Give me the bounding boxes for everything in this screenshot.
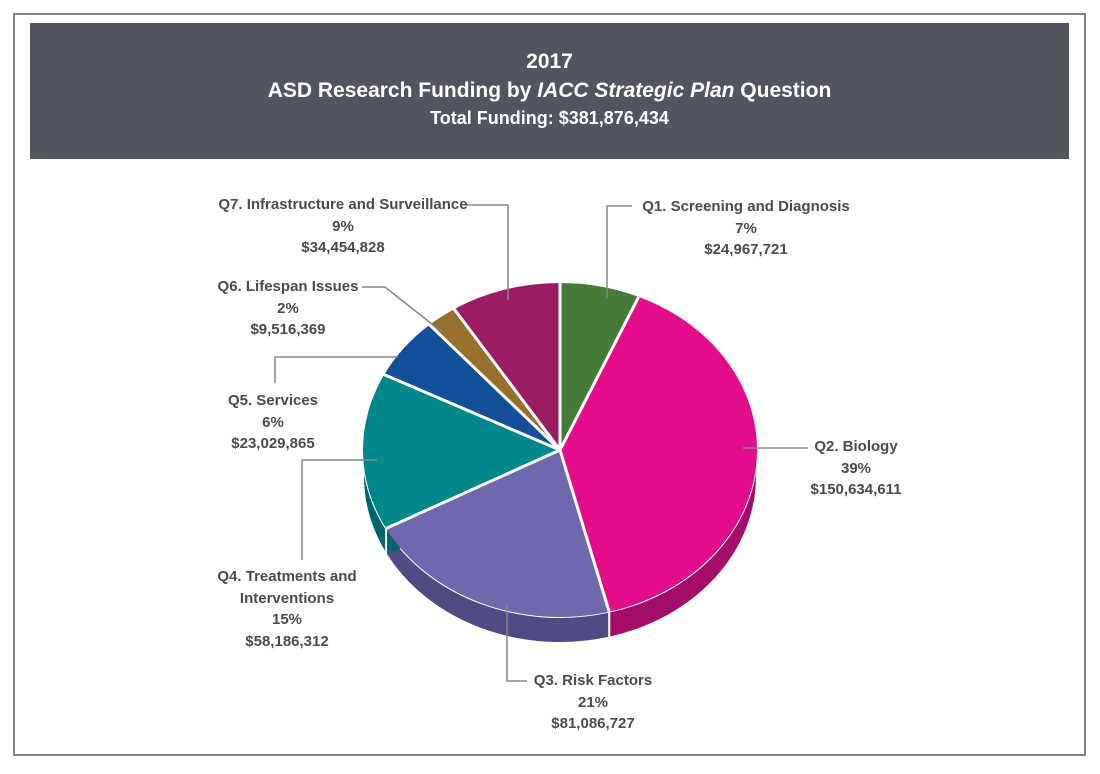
pie-slice-2 <box>560 296 758 612</box>
leader-line-q7 <box>465 204 509 300</box>
page-border <box>13 13 1086 756</box>
pie-slice-4 <box>363 374 560 529</box>
pie-slice-1 <box>560 283 639 450</box>
leader-line-q3 <box>506 605 527 682</box>
slice-label-q3: Q3. Risk Factors 21% $81,086,727 <box>493 670 693 735</box>
slice-label-q4: Q4. Treatments and Interventions 15% $58… <box>200 566 375 652</box>
slice-percent: 6% <box>262 413 284 431</box>
total-funding: Total Funding: $381,876,434 <box>430 108 669 128</box>
slice-gap-line <box>558 449 611 613</box>
slice-percent: 2% <box>277 299 299 317</box>
slice-label-q6: Q6. Lifespan Issues 2% $9,516,369 <box>178 276 398 341</box>
slice-percent: 7% <box>735 219 757 237</box>
pie-slice-3 <box>386 450 610 617</box>
chart-header: 2017 ASD Research Funding by IACC Strate… <box>30 23 1069 159</box>
slice-percent: 39% <box>840 459 872 477</box>
slice-amount: $24,967,721 <box>704 241 788 258</box>
slice-amount: $9,516,369 <box>250 321 326 338</box>
slice-amount: $58,186,312 <box>245 632 329 650</box>
title-italic: IACC Strategic Plan <box>537 79 735 102</box>
slice-gap-line <box>383 373 561 452</box>
chart-title: ASD Research Funding by IACC Strategic P… <box>30 76 1069 105</box>
leader-line-q5 <box>274 356 398 383</box>
slice-gap-line <box>385 448 561 530</box>
slice-gap-line <box>453 308 562 451</box>
leader-line-q4 <box>301 459 377 560</box>
slice-label-q1: Q1. Screening and Diagnosis 7% $24,967,7… <box>626 196 866 261</box>
slice-label-q5: Q5. Services 6% $23,029,865 <box>188 390 358 455</box>
slice-name: Q2. Biology <box>814 438 898 455</box>
pie-slice-5 <box>384 324 560 450</box>
pie-slice-gaps <box>383 283 641 613</box>
slice-amount: $23,029,865 <box>231 435 315 452</box>
slice-gap-line <box>428 323 562 452</box>
slice-amount: $34,454,828 <box>301 239 385 256</box>
pie-slices <box>363 283 758 617</box>
slice-name: Q5. Services <box>227 392 319 409</box>
slice-label-q7: Q7. Infrastructure and Surveillance 9% $… <box>193 194 493 259</box>
title-prefix: ASD Research Funding by <box>267 79 538 102</box>
slice-percent: 9% <box>332 217 354 235</box>
slice-name: Q1. Screening and Diagnosis <box>642 198 850 215</box>
slice-amount: $150,634,611 <box>810 481 902 498</box>
slice-name: Q6. Lifespan Issues <box>217 278 359 295</box>
slice-name: Q3. Risk Factors <box>533 672 653 689</box>
title-suffix: Question <box>734 79 832 102</box>
leader-lines <box>274 204 808 682</box>
slice-name: Q7. Infrastructure and Surveillance <box>218 196 468 213</box>
leader-line-q6 <box>362 286 443 333</box>
pie-slice-6 <box>429 309 560 450</box>
slice-percent: 15% <box>271 611 303 628</box>
slice-label-q2: Q2. Biology 39% $150,634,611 <box>756 436 956 501</box>
slice-name: Q4. Treatments and Interventions <box>217 568 357 607</box>
pie-slice-7 <box>454 283 560 450</box>
slice-gap-line <box>558 296 641 451</box>
slice-amount: $81,086,727 <box>551 715 635 732</box>
leader-line-q1 <box>606 205 632 298</box>
slice-percent: 21% <box>577 693 609 711</box>
chart-year: 2017 <box>526 50 573 73</box>
